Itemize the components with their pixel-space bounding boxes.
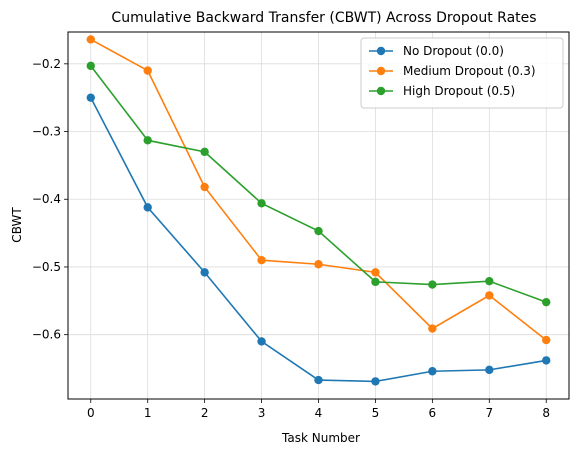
x-axis-label: Task Number xyxy=(281,431,360,445)
data-point xyxy=(86,35,95,44)
x-tick-label: 4 xyxy=(315,406,323,420)
data-point xyxy=(200,268,209,277)
legend-box xyxy=(360,37,564,109)
legend-label: No Dropout (0.0) xyxy=(403,44,504,58)
x-tick-label: 7 xyxy=(485,406,493,420)
legend-marker xyxy=(376,46,386,56)
legend-item: No Dropout (0.0) xyxy=(369,44,504,58)
data-point xyxy=(200,182,209,192)
data-point xyxy=(314,226,323,236)
data-point xyxy=(143,66,152,75)
data-point xyxy=(485,291,494,300)
chart-title: Cumulative Backward Transfer (CBWT) Acro… xyxy=(111,10,536,26)
y-tick-label: −0.4 xyxy=(32,192,61,206)
legend-label: High Dropout (0.5) xyxy=(403,84,515,98)
data-point xyxy=(428,324,437,333)
data-point xyxy=(86,93,95,102)
data-point xyxy=(428,367,437,376)
data-point xyxy=(542,297,551,307)
legend-item: High Dropout (0.5) xyxy=(369,84,515,98)
data-point xyxy=(542,335,551,345)
data-point xyxy=(257,255,266,265)
data-point xyxy=(143,136,152,145)
data-point xyxy=(314,260,323,269)
legend-marker xyxy=(376,66,386,76)
legend-marker xyxy=(376,86,386,96)
data-point xyxy=(257,337,266,346)
series-2 xyxy=(86,61,551,307)
y-tick-label: −0.6 xyxy=(32,328,61,342)
x-tick-label: 6 xyxy=(429,406,437,420)
data-point xyxy=(428,280,437,289)
legend-label: Medium Dropout (0.3) xyxy=(403,64,536,78)
data-point xyxy=(371,277,380,287)
x-tick-label: 1 xyxy=(144,406,152,420)
data-point xyxy=(257,199,266,208)
x-tick-label: 5 xyxy=(372,406,380,420)
y-tick-label: −0.3 xyxy=(32,125,61,139)
data-point xyxy=(314,375,323,385)
data-point xyxy=(200,147,209,157)
x-tick-label: 0 xyxy=(87,406,95,420)
series-1 xyxy=(86,35,551,345)
data-point xyxy=(143,203,152,212)
x-tick-label: 3 xyxy=(258,406,266,420)
data-point xyxy=(485,276,494,286)
y-tick-label: −0.5 xyxy=(32,260,61,274)
data-point xyxy=(485,365,494,375)
data-point xyxy=(542,356,551,365)
y-axis-label: CBWT xyxy=(10,207,24,243)
legend: No Dropout (0.0) Medium Dropout (0.3) High… xyxy=(360,37,564,109)
data-point xyxy=(86,61,95,71)
data-point xyxy=(371,268,380,277)
series-0 xyxy=(86,93,551,386)
series-layer xyxy=(86,35,551,386)
y-tick-label: −0.2 xyxy=(32,57,61,71)
legend-item: Medium Dropout (0.3) xyxy=(369,64,536,78)
ticks: 0 1 2 3 4 5 6 7 8 −0.2 −0.3 −0.4 −0.5 −0.6 xyxy=(32,57,550,420)
data-point xyxy=(371,377,380,386)
x-tick-label: 2 xyxy=(201,406,209,420)
x-tick-label: 8 xyxy=(542,406,550,420)
